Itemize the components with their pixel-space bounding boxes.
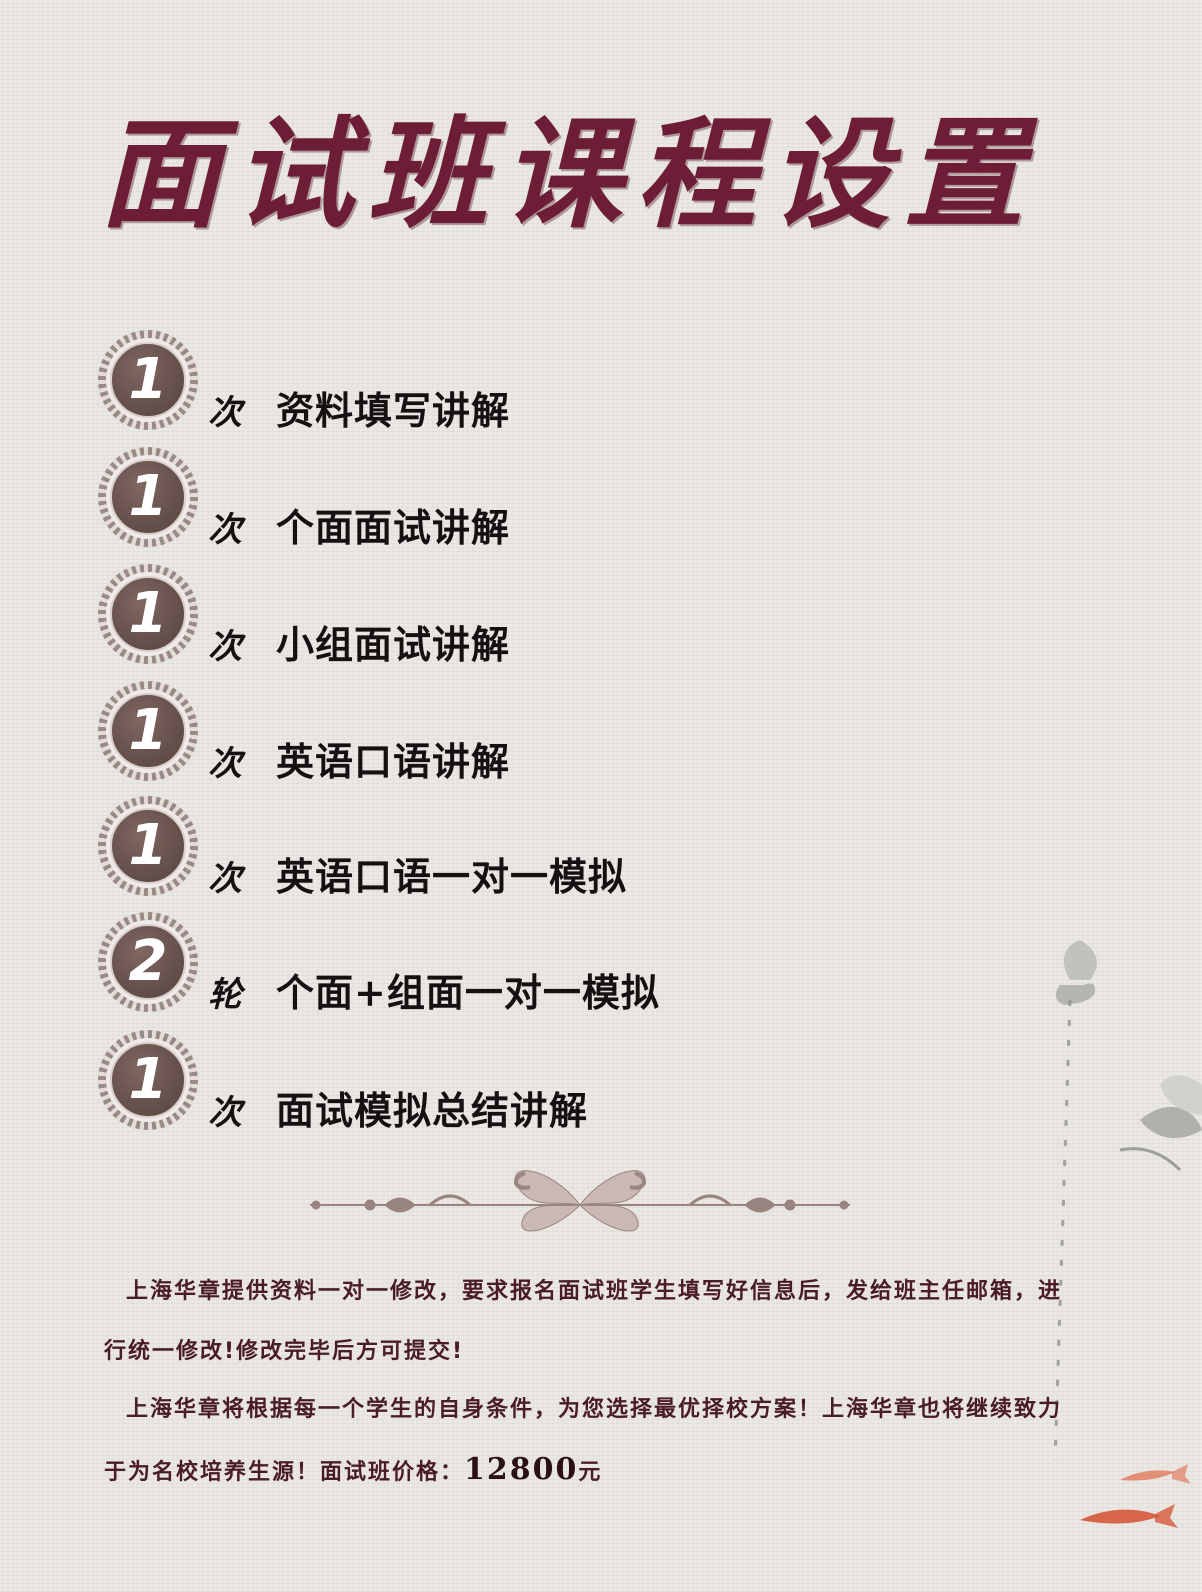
- course-item: 1 次 小组面试讲解: [98, 564, 798, 667]
- price-value: 12800: [464, 1452, 579, 1487]
- page-title: 面试班课程设置: [100, 104, 1038, 245]
- count-badge: 1: [98, 330, 198, 430]
- count-badge: 2: [98, 912, 198, 1012]
- count-badge: 1: [98, 1030, 198, 1130]
- course-label: 资料填写讲解: [276, 388, 511, 433]
- course-label: 英语口语一对一模拟: [276, 854, 628, 899]
- course-item: 1 次 英语口语一对一模拟: [98, 796, 798, 899]
- course-item: 1 次 资料填写讲解: [98, 330, 798, 433]
- course-unit: 次: [208, 744, 242, 784]
- lotus-ink-painting: [1053, 940, 1202, 1461]
- course-count: 1: [128, 464, 168, 529]
- course-unit: 次: [208, 510, 242, 550]
- course-unit: 次: [208, 627, 242, 667]
- note-text: 上海华章将根据每一个学生的自身条件，为您选择最优择校方案！上海华章也将继续致力于…: [104, 1397, 1063, 1485]
- course-item: 1 次 个面面试讲解: [98, 447, 798, 550]
- course-count: 1: [128, 813, 168, 878]
- course-count: 2: [128, 929, 168, 994]
- course-count: 1: [128, 698, 168, 763]
- koi-fish: [1080, 1464, 1191, 1528]
- course-label: 小组面试讲解: [276, 622, 511, 667]
- count-badge: 1: [98, 564, 198, 664]
- course-unit: 次: [208, 859, 242, 899]
- course-label: 个面面试讲解: [276, 505, 511, 550]
- note-paragraph-price: 上海华章将根据每一个学生的自身条件，为您选择最优择校方案！上海华章也将继续致力于…: [104, 1380, 1074, 1503]
- ornamental-divider: [310, 1170, 850, 1232]
- course-count: 1: [128, 347, 168, 412]
- course-item: 1 次 英语口语讲解: [98, 681, 798, 784]
- count-badge: 1: [98, 447, 198, 547]
- course-unit: 次: [208, 393, 242, 433]
- course-unit: 次: [208, 1093, 242, 1133]
- course-count: 1: [128, 1047, 168, 1112]
- course-count: 1: [128, 581, 168, 646]
- course-item: 1 次 面试模拟总结讲解: [98, 1030, 798, 1133]
- course-unit: 轮: [208, 975, 242, 1015]
- course-label: 个面+组面一对一模拟: [276, 970, 660, 1015]
- note-paragraph-modification: 上海华章提供资料一对一修改，要求报名面试班学生填写好信息后，发给班主任邮箱，进行…: [104, 1279, 1063, 1364]
- price-unit: 元: [578, 1460, 603, 1485]
- course-item: 2 轮 个面+组面一对一模拟: [98, 912, 798, 1015]
- course-label: 面试模拟总结讲解: [276, 1088, 589, 1133]
- count-badge: 1: [98, 796, 198, 896]
- count-badge: 1: [98, 681, 198, 781]
- course-label: 英语口语讲解: [276, 739, 511, 784]
